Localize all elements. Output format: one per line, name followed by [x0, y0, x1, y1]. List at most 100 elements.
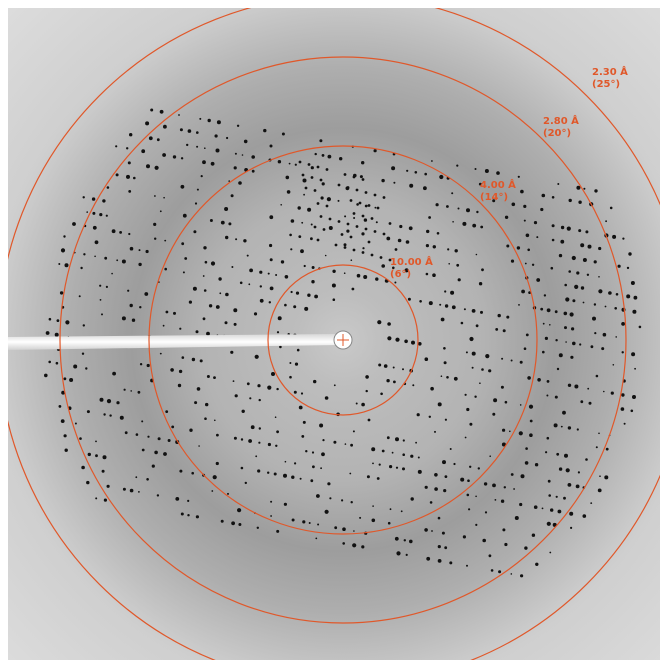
spot — [242, 154, 244, 156]
spot — [269, 215, 273, 219]
spot — [567, 227, 571, 231]
spot — [589, 402, 592, 405]
spot — [255, 455, 257, 457]
spot — [335, 244, 338, 247]
spot — [529, 405, 533, 409]
spot — [365, 191, 368, 194]
spot — [211, 261, 215, 265]
spot — [536, 236, 538, 238]
spot — [295, 363, 298, 366]
spot — [106, 215, 108, 217]
spot — [485, 169, 489, 173]
spot — [300, 249, 304, 253]
spot — [181, 513, 184, 516]
spot — [517, 246, 520, 249]
spot — [374, 230, 377, 233]
spot — [219, 292, 221, 294]
spot — [80, 267, 82, 269]
spot — [511, 573, 513, 575]
spot — [391, 166, 395, 170]
spot — [513, 488, 515, 490]
spot — [116, 401, 119, 404]
spot — [344, 215, 346, 217]
spot — [574, 285, 578, 289]
spot — [104, 499, 107, 502]
spot — [327, 482, 330, 485]
spot — [601, 347, 604, 350]
spot — [452, 221, 454, 223]
spot — [529, 433, 533, 437]
spot — [432, 273, 436, 277]
spot — [392, 452, 394, 454]
spot — [168, 439, 171, 442]
spot — [395, 338, 399, 342]
spot — [511, 360, 513, 362]
spot — [534, 221, 537, 224]
spot — [206, 332, 210, 336]
spot — [204, 289, 207, 292]
spot — [472, 309, 476, 313]
spot — [406, 170, 408, 172]
spot — [152, 465, 155, 468]
spot — [556, 453, 559, 456]
spot — [209, 304, 212, 307]
spot — [434, 431, 436, 433]
spot — [546, 395, 548, 397]
spot — [565, 341, 567, 343]
spot — [230, 351, 233, 354]
spot — [259, 399, 261, 401]
spot — [626, 294, 630, 298]
spot — [411, 497, 414, 500]
spot — [323, 228, 326, 231]
spot — [291, 219, 295, 223]
spot — [598, 276, 600, 278]
spot — [231, 521, 235, 525]
spot — [361, 545, 364, 548]
spot — [542, 351, 545, 354]
spot — [299, 406, 303, 410]
spot — [292, 519, 295, 522]
spot — [390, 508, 392, 510]
spot — [542, 194, 546, 198]
spot — [536, 278, 540, 282]
spot — [566, 468, 570, 472]
spot — [296, 292, 299, 295]
spot — [434, 487, 438, 491]
spot — [280, 204, 282, 206]
spot — [58, 263, 60, 265]
spot — [445, 419, 447, 421]
spot — [363, 275, 367, 279]
spot — [438, 517, 441, 520]
spot — [270, 501, 272, 503]
spot — [564, 312, 568, 316]
spot — [95, 497, 97, 499]
spot — [352, 288, 355, 291]
spot — [455, 249, 458, 252]
spot — [371, 447, 375, 451]
spot — [389, 222, 392, 225]
spot — [598, 289, 602, 293]
spot — [540, 208, 543, 211]
spot — [568, 270, 571, 273]
spot — [344, 272, 346, 274]
spot — [301, 222, 303, 224]
spot — [509, 431, 511, 433]
spot — [489, 455, 491, 457]
spot — [395, 437, 399, 441]
spot — [594, 189, 597, 192]
spot — [561, 426, 563, 428]
spot — [317, 239, 320, 242]
spot — [196, 146, 198, 148]
spot — [314, 226, 317, 229]
spot — [303, 179, 307, 183]
spot — [111, 273, 113, 275]
spot — [604, 475, 608, 479]
spot — [322, 154, 325, 157]
spot — [449, 561, 452, 564]
spot — [454, 377, 458, 381]
spot — [207, 375, 210, 378]
spot — [276, 430, 279, 433]
spot — [214, 420, 216, 422]
spot — [196, 131, 199, 134]
spot — [301, 392, 303, 394]
